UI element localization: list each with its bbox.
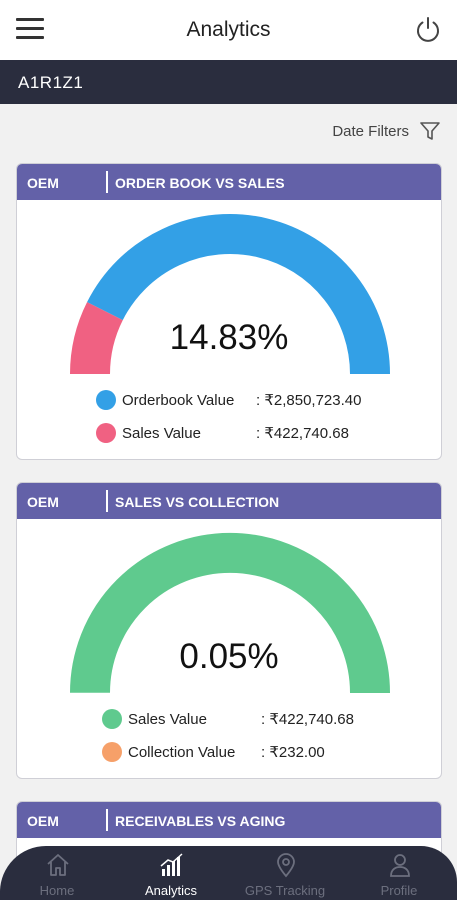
- page-title: Analytics: [186, 18, 271, 41]
- header-divider: [106, 809, 108, 831]
- hamburger-menu-icon[interactable]: [16, 17, 46, 41]
- header-divider: [106, 490, 108, 512]
- location-pin-icon: [277, 853, 295, 878]
- card-tag: OEM: [27, 175, 59, 191]
- analytics-bars-icon: [160, 853, 183, 876]
- legend-dot: [102, 709, 122, 729]
- gauge-fill: [70, 302, 124, 375]
- card-title: ORDER BOOK VS SALES: [115, 175, 285, 191]
- nav-profile[interactable]: Profile: [342, 846, 456, 900]
- order-book-vs-sales-card: OEM ORDER BOOK VS SALES 14.83% Orderbook…: [16, 163, 442, 460]
- legend-value: : ₹422,740.68: [261, 711, 354, 728]
- legend-item-sales: Sales Value : ₹422,740.68: [102, 707, 432, 731]
- top-app-bar: Analytics: [0, 0, 457, 60]
- profile-person-icon: [390, 854, 410, 877]
- card-header: OEM RECEIVABLES VS AGING: [17, 802, 441, 838]
- legend-dot: [96, 423, 116, 443]
- home-icon: [47, 854, 69, 876]
- nav-label: Analytics: [144, 883, 198, 898]
- legend-value: : ₹232.00: [261, 744, 325, 761]
- legend-dot: [102, 742, 122, 762]
- nav-label: GPS Tracking: [244, 883, 326, 898]
- legend-dot: [96, 390, 116, 410]
- date-filters-label: Date Filters: [332, 122, 409, 140]
- filter-funnel-icon: [420, 122, 440, 140]
- card-header: OEM SALES VS COLLECTION: [17, 483, 441, 519]
- legend-label: Sales Value: [122, 424, 201, 442]
- legend-value: : ₹422,740.68: [256, 425, 349, 442]
- nav-label: Profile: [380, 883, 418, 898]
- card-tag: OEM: [27, 494, 59, 510]
- location-code: A1R1Z1: [18, 73, 84, 92]
- legend-value: : ₹2,850,723.40: [256, 392, 362, 409]
- card-header: OEM ORDER BOOK VS SALES: [17, 164, 441, 200]
- nav-home[interactable]: Home: [0, 846, 114, 900]
- legend-item-collection: Collection Value : ₹232.00: [102, 740, 432, 764]
- order-book-gauge: [70, 214, 390, 375]
- legend-label: Sales Value: [128, 710, 207, 728]
- nav-analytics[interactable]: Analytics: [114, 846, 228, 900]
- percent-value: 14.83%: [169, 318, 289, 357]
- card-tag: OEM: [27, 813, 59, 829]
- header-divider: [106, 171, 108, 193]
- date-filters-button[interactable]: Date Filters: [332, 118, 441, 144]
- percent-value: 0.05%: [179, 637, 279, 676]
- legend-item-sales: Sales Value : ₹422,740.68: [96, 421, 426, 445]
- card-title: RECEIVABLES VS AGING: [115, 813, 286, 829]
- power-icon[interactable]: [413, 14, 443, 44]
- gauge-track: [87, 214, 390, 375]
- location-code-bar: A1R1Z1: [0, 60, 457, 104]
- gauge-track: [70, 532, 390, 694]
- card-title: SALES VS COLLECTION: [115, 494, 280, 510]
- sales-vs-collection-card: OEM SALES VS COLLECTION 0.05% Sales Valu…: [16, 482, 442, 779]
- legend-label: Collection Value: [128, 743, 236, 761]
- bottom-navigation: Home Analytics GPS Tracking Profile: [0, 846, 457, 900]
- nav-label: Home: [39, 883, 75, 898]
- sales-collection-gauge: [70, 532, 390, 694]
- nav-gps-tracking[interactable]: GPS Tracking: [228, 846, 342, 900]
- legend-item-orderbook: Orderbook Value : ₹2,850,723.40: [96, 388, 426, 412]
- legend-label: Orderbook Value: [122, 391, 235, 409]
